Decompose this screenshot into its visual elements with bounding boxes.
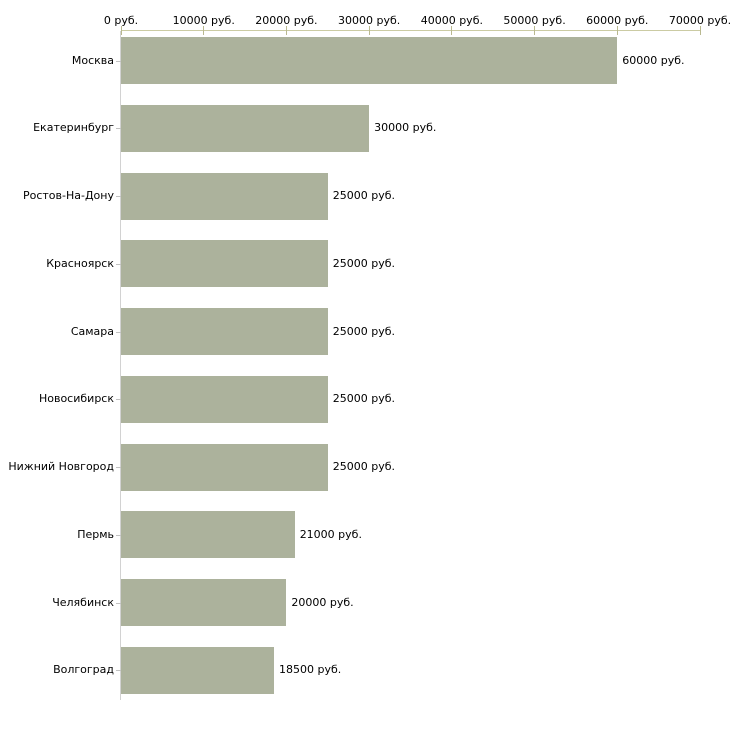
x-axis-tick xyxy=(120,26,122,35)
category-tick xyxy=(116,60,121,62)
x-tick-label: 20000 руб. xyxy=(255,14,318,27)
category-label: Челябинск xyxy=(52,595,114,609)
x-axis-line xyxy=(121,30,701,31)
category-label: Екатеринбург xyxy=(33,121,114,135)
y-axis-line xyxy=(120,31,121,700)
category-tick xyxy=(116,602,121,604)
category-label: Красноярск xyxy=(46,256,114,270)
value-label: 25000 руб. xyxy=(332,324,396,338)
bar xyxy=(121,37,618,84)
category-label: Нижний Новгород xyxy=(8,460,114,473)
category-label: Пермь xyxy=(77,527,114,541)
x-tick-label: 30000 руб. xyxy=(338,14,401,27)
bar xyxy=(121,375,328,423)
category-tick xyxy=(116,263,121,265)
category-tick xyxy=(116,467,121,468)
bar xyxy=(121,308,328,355)
value-label: 25000 руб. xyxy=(332,256,396,270)
value-label: 20000 руб. xyxy=(291,595,354,609)
x-axis-tick xyxy=(368,26,370,35)
category-tick xyxy=(116,196,121,197)
bar xyxy=(121,172,328,220)
bar xyxy=(121,511,295,559)
x-axis-tick xyxy=(451,26,453,35)
x-tick-label: 40000 руб. xyxy=(420,14,483,27)
category-label: Ростов-На-Дону xyxy=(22,189,114,202)
bar xyxy=(121,104,370,152)
value-label: 18500 руб. xyxy=(279,663,342,677)
category-tick xyxy=(116,128,121,130)
x-tick-label: 50000 руб. xyxy=(503,14,566,27)
value-label: 25000 руб. xyxy=(332,392,396,406)
value-label: 60000 руб. xyxy=(622,53,685,67)
category-label: Новосибирск xyxy=(38,392,114,406)
bar xyxy=(121,646,275,694)
value-label: 21000 руб. xyxy=(299,527,362,541)
bar xyxy=(121,240,328,288)
x-axis-tick xyxy=(699,26,701,35)
category-tick xyxy=(116,670,121,672)
bar xyxy=(121,579,287,626)
value-label: 25000 руб. xyxy=(332,189,396,202)
x-axis-tick xyxy=(616,26,618,35)
category-tick xyxy=(116,534,121,536)
category-tick xyxy=(116,331,121,333)
x-tick-label: 70000 руб. xyxy=(668,14,730,27)
value-label: 25000 руб. xyxy=(332,460,396,473)
category-label: Волгоград xyxy=(53,663,114,677)
x-axis-tick xyxy=(203,26,205,35)
category-label: Москва xyxy=(71,53,114,67)
bar xyxy=(121,443,328,491)
x-tick-label: 0 руб. xyxy=(103,14,139,27)
x-axis-tick xyxy=(534,26,536,35)
value-label: 30000 руб. xyxy=(374,121,437,135)
category-label: Самара xyxy=(70,324,114,338)
category-tick xyxy=(116,399,121,401)
x-axis-tick xyxy=(285,26,287,35)
x-tick-label: 10000 руб. xyxy=(172,14,235,27)
x-tick-label: 60000 руб. xyxy=(586,14,649,27)
